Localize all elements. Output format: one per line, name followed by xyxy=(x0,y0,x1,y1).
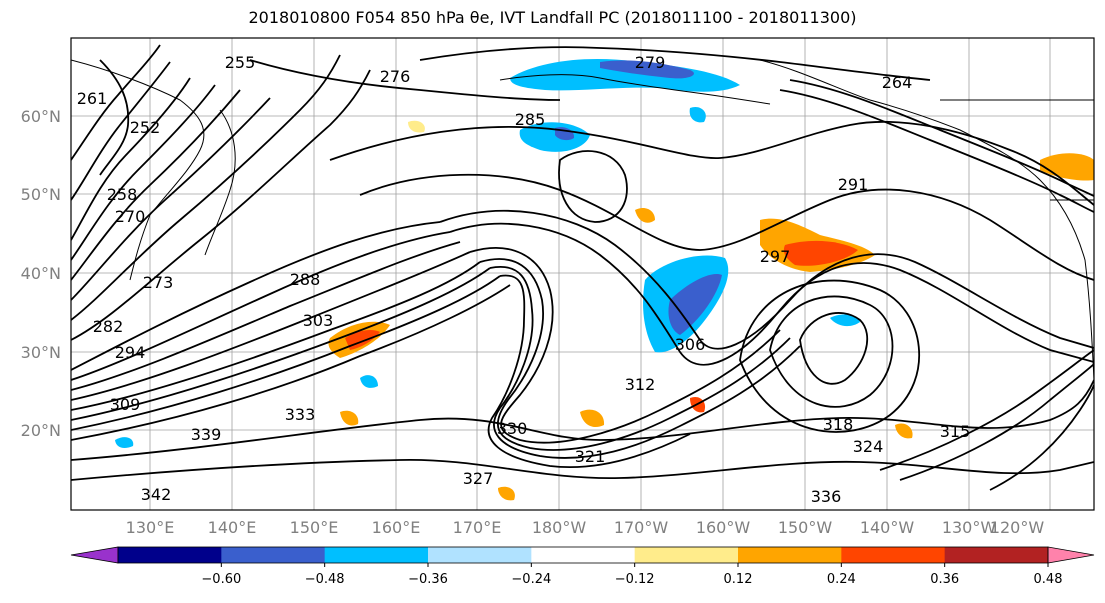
negative-anomaly-small-2 xyxy=(360,375,378,388)
contour-label: 339 xyxy=(191,425,222,444)
negative-anomaly-north xyxy=(519,122,590,152)
colorbar-tick-label: −0.36 xyxy=(408,572,448,587)
contour-label: 294 xyxy=(115,343,146,362)
contour-label: 327 xyxy=(463,469,494,488)
colorbar-tick-label: 0.24 xyxy=(827,572,856,587)
contour-label: 279 xyxy=(635,53,666,72)
map-border xyxy=(70,37,1095,511)
contour-label: 318 xyxy=(823,415,854,434)
colorbar-segment xyxy=(531,547,636,563)
lon-label: 140°E xyxy=(208,518,257,537)
contour-label: 261 xyxy=(77,89,108,108)
negative-anomaly-small-4 xyxy=(689,106,706,123)
positive-anomaly-small-1 xyxy=(635,208,655,223)
colorbar-extend-low xyxy=(70,546,119,564)
colorbar-segment xyxy=(221,547,326,563)
contour-label: 306 xyxy=(675,335,706,354)
colorbar-tick-label: −0.60 xyxy=(201,572,241,587)
lon-label: 160°E xyxy=(372,518,421,537)
negative-anomaly-central-core xyxy=(668,274,722,335)
lon-label: 160°W xyxy=(696,518,751,537)
lat-label: 20°N xyxy=(21,421,61,440)
contour-label: 264 xyxy=(882,73,913,92)
map-title: 2018010800 F054 850 hPa θe, IVT Landfall… xyxy=(248,8,857,27)
lon-label: 170°E xyxy=(453,518,502,537)
contour-label: 282 xyxy=(93,317,124,336)
contour-label: 285 xyxy=(515,110,546,129)
contour-label: 297 xyxy=(760,247,791,266)
contour-label: 312 xyxy=(625,375,656,394)
lon-label: 150°W xyxy=(778,518,833,537)
contour-label: 288 xyxy=(290,270,321,289)
positive-anomaly-small-7 xyxy=(408,120,425,133)
theta-e-contours xyxy=(71,44,1094,491)
contour-label: 336 xyxy=(811,487,842,506)
positive-anomaly-small-3 xyxy=(340,410,359,426)
colorbar-segments xyxy=(70,546,1095,564)
negative-anomaly-aleutian-core xyxy=(600,60,694,79)
contour-labels: 255 261 252 258 264 270 273 276 279 282 … xyxy=(77,53,971,506)
contour-label: 333 xyxy=(285,405,316,424)
colorbar-tick-label: 0.36 xyxy=(930,572,959,587)
contour-label: 270 xyxy=(115,207,146,226)
negative-anomaly-aleutian xyxy=(510,58,740,92)
contour-label: 291 xyxy=(838,175,869,194)
colorbar-tick-label: −0.48 xyxy=(305,572,345,587)
lon-label: 140°W xyxy=(860,518,915,537)
contour-label: 276 xyxy=(380,67,411,86)
contour-label: 255 xyxy=(225,53,256,72)
lon-label: 150°E xyxy=(290,518,339,537)
colorbar-tick-label: 0.48 xyxy=(1034,572,1063,587)
colorbar-segment xyxy=(738,547,842,563)
lon-label: 170°W xyxy=(614,518,669,537)
contour-label: 258 xyxy=(107,185,138,204)
latitude-labels: 60°N 50°N 40°N 30°N 20°N xyxy=(21,107,61,440)
contour-label: 324 xyxy=(853,437,884,456)
lon-label: 180°W xyxy=(532,518,587,537)
colorbar-segment xyxy=(428,547,532,563)
colorbar-tick-label: −0.24 xyxy=(511,572,551,587)
colorbar-segment xyxy=(324,547,429,563)
positive-anomaly-small-6 xyxy=(498,486,515,501)
colorbar-border xyxy=(117,546,1049,564)
colorbar: −0.60 −0.48 −0.36 −0.24 −0.12 0.12 0.24 0.36 0.4… xyxy=(70,546,1095,587)
positive-anomaly-small-2 xyxy=(580,409,605,428)
contour-label: 330 xyxy=(497,419,528,438)
contour-label: 315 xyxy=(940,422,971,441)
colorbar-segment xyxy=(118,547,222,563)
colorbar-segment xyxy=(841,547,946,563)
colorbar-segment xyxy=(634,547,739,563)
negative-anomaly-small-1 xyxy=(830,314,860,327)
coastlines xyxy=(71,59,1094,381)
colorbar-extend-high xyxy=(1047,546,1095,564)
colorbar-ticks: −0.60 −0.48 −0.36 −0.24 −0.12 0.12 0.24 0.36 0.4… xyxy=(201,563,1063,587)
lon-label: 130°W xyxy=(942,518,997,537)
colorbar-segment xyxy=(944,547,1049,563)
positive-anomaly-small-4 xyxy=(895,423,913,439)
contour-label: 321 xyxy=(575,447,606,466)
lat-label: 50°N xyxy=(21,185,61,204)
colorbar-tick-label: 0.12 xyxy=(724,572,753,587)
lon-label: 120°W xyxy=(990,518,1045,537)
negative-anomaly-small-3 xyxy=(115,437,134,448)
positive-anomaly-ne-pacific-core xyxy=(783,240,858,266)
contour-label: 252 xyxy=(130,118,161,137)
contour-label: 342 xyxy=(141,485,172,504)
contour-label: 273 xyxy=(143,273,174,292)
lat-label: 30°N xyxy=(21,343,61,362)
colorbar-tick-label: −0.12 xyxy=(615,572,655,587)
lon-label: 130°E xyxy=(126,518,175,537)
contour-label: 309 xyxy=(110,395,141,414)
longitude-labels: 130°E 140°E 150°E 160°E 170°E 180°W 170°… xyxy=(126,518,1045,537)
contour-label: 303 xyxy=(303,311,334,330)
lat-label: 40°N xyxy=(21,264,61,283)
lat-label: 60°N xyxy=(21,107,61,126)
